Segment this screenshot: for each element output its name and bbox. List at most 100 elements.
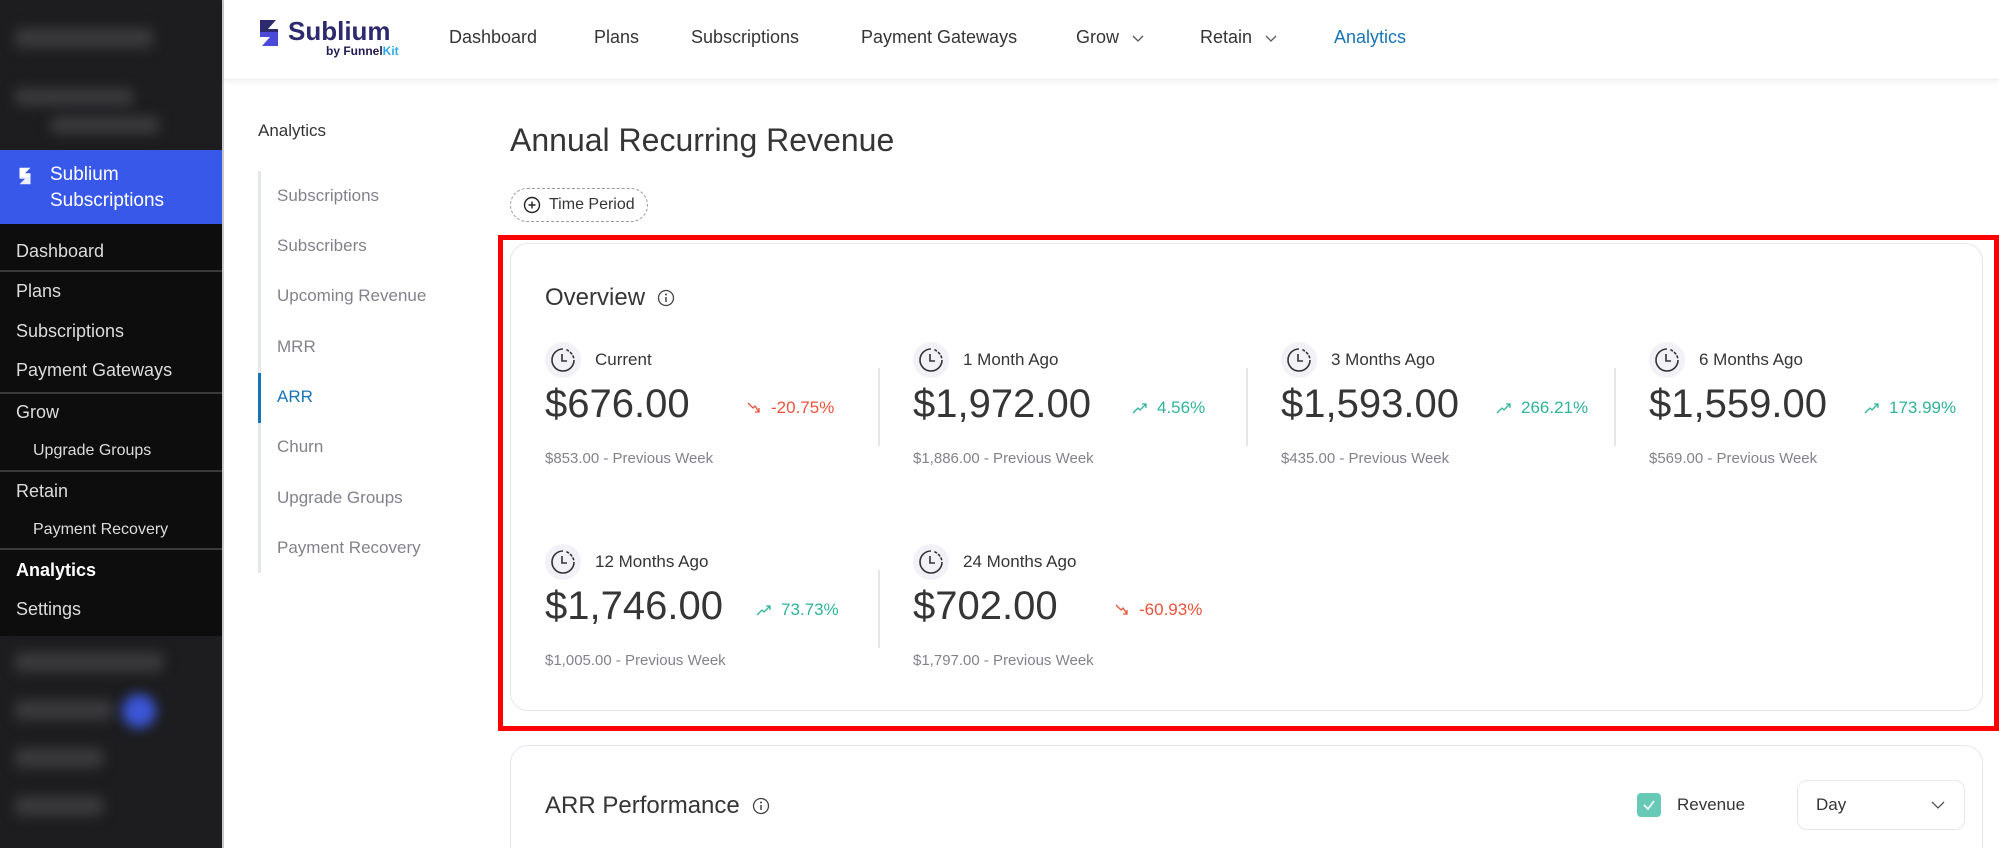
- wp-menu-payment-gateways[interactable]: Payment Gateways: [16, 360, 173, 380]
- overview-card: Overview Current $676.00 -20.75% $853.00…: [510, 243, 1983, 711]
- metric-6-months-ago: 6 Months Ago $1,559.00 173.99% $569.00 -…: [1649, 342, 1989, 482]
- clock-icon: [919, 348, 943, 372]
- divider: [1246, 368, 1248, 446]
- analytics-nav-churn[interactable]: Churn: [277, 437, 324, 456]
- nav-grow[interactable]: Grow: [1076, 27, 1145, 48]
- analytics-nav-subscribers[interactable]: Subscribers: [277, 236, 367, 255]
- analytics-nav-upcoming-revenue[interactable]: Upcoming Revenue: [277, 286, 427, 305]
- blurred-menu-item: [14, 748, 104, 768]
- metric-1-month-ago: 1 Month Ago $1,972.00 4.56% $1,886.00 - …: [913, 342, 1253, 482]
- metric-change-value: -60.93%: [1139, 600, 1203, 619]
- interval-select[interactable]: Day: [1797, 780, 1965, 830]
- metric-value: $676.00: [545, 382, 690, 426]
- top-navigation: Sublium by FunnelKit Dashboard Plans Sub…: [224, 0, 1999, 80]
- analytics-nav-payment-recovery[interactable]: Payment Recovery: [277, 538, 421, 557]
- wp-menu-payment-recovery[interactable]: Payment Recovery: [33, 521, 169, 538]
- metric-value: $1,559.00: [1649, 382, 1827, 426]
- metric-change-value: -20.75%: [771, 398, 835, 417]
- divider: [878, 570, 880, 648]
- sidebar-plugin-header[interactable]: Sublium Subscriptions: [0, 150, 222, 224]
- metric-change: 4.56%: [1131, 398, 1205, 418]
- metric-change-value: 173.99%: [1889, 398, 1957, 417]
- check-icon: [1643, 800, 1655, 811]
- divider: [1614, 368, 1616, 446]
- nav-subscriptions[interactable]: Subscriptions: [691, 27, 799, 48]
- metric-previous: $853.00 - Previous Week: [545, 450, 714, 467]
- analytics-nav-active-indicator: [258, 373, 261, 423]
- arr-performance-title: ARR Performance: [545, 792, 770, 820]
- nav-label: Plans: [594, 27, 640, 47]
- metric-change-value: 266.21%: [1521, 398, 1589, 417]
- wp-menu-plans[interactable]: Plans: [16, 281, 62, 301]
- wp-menu-settings[interactable]: Settings: [16, 599, 82, 619]
- metric-head: 3 Months Ago: [1281, 342, 1435, 378]
- brand-kit-text: Kit: [382, 44, 399, 58]
- brand-name: Sublium: [288, 16, 391, 46]
- clock-icon: [1287, 348, 1311, 372]
- metric-previous: $1,886.00 - Previous Week: [913, 450, 1094, 467]
- nav-retain[interactable]: Retain: [1200, 27, 1278, 48]
- analytics-nav-upgrade-groups[interactable]: Upgrade Groups: [277, 488, 403, 507]
- highlight-box-right-edge: [1994, 235, 1999, 731]
- metric-change-value: 73.73%: [781, 600, 839, 619]
- metric-change: 173.99%: [1863, 398, 1956, 418]
- chevron-down-icon: [1132, 35, 1144, 42]
- trend-up-icon: [1864, 403, 1879, 414]
- clock-icon: [1655, 348, 1679, 372]
- blurred-menu-item: [50, 116, 160, 134]
- analytics-nav-rail: [258, 171, 261, 573]
- clock-icon-wrap: [1281, 342, 1317, 378]
- time-period-button[interactable]: Time Period: [510, 188, 648, 222]
- nav-analytics[interactable]: Analytics: [1334, 27, 1406, 48]
- plus-circle-icon: [523, 196, 541, 214]
- wp-menu-analytics[interactable]: Analytics: [16, 560, 97, 580]
- metric-change: -60.93%: [1113, 600, 1202, 620]
- trend-up-icon: [756, 605, 771, 616]
- analytics-nav-mrr[interactable]: MRR: [277, 337, 316, 356]
- metric-label: 12 Months Ago: [595, 552, 709, 571]
- metric-label: 3 Months Ago: [1331, 350, 1435, 369]
- wp-menu-retain[interactable]: Retain: [16, 481, 69, 501]
- metric-previous: $435.00 - Previous Week: [1281, 450, 1450, 467]
- wp-admin-sidebar: Sublium Subscriptions Dashboard Plans Su…: [0, 0, 224, 848]
- metric-previous: $1,797.00 - Previous Week: [913, 652, 1094, 669]
- chevron-down-icon: [1265, 35, 1277, 42]
- info-icon[interactable]: [657, 289, 675, 307]
- divider: [0, 548, 222, 550]
- metric-value: $702.00: [913, 584, 1058, 628]
- trend-up-icon: [1496, 403, 1511, 414]
- revenue-toggle[interactable]: Revenue: [1637, 793, 1745, 817]
- brand-logo[interactable]: Sublium by FunnelKit: [256, 16, 399, 58]
- clock-icon: [551, 550, 575, 574]
- blurred-menu-item: [14, 88, 134, 106]
- blurred-badge: [122, 694, 156, 728]
- sublium-logo-icon: [19, 167, 31, 185]
- metric-value: $1,972.00: [913, 382, 1091, 426]
- metric-value: $1,746.00: [545, 584, 723, 628]
- nav-payment-gateways[interactable]: Payment Gateways: [861, 27, 1017, 48]
- wp-menu-upgrade-groups[interactable]: Upgrade Groups: [33, 442, 152, 459]
- metric-head: Current: [545, 342, 652, 378]
- analytics-nav-arr[interactable]: ARR: [277, 387, 313, 406]
- trend-up-icon: [1132, 403, 1147, 414]
- metric-head: 12 Months Ago: [545, 544, 708, 580]
- nav-plans[interactable]: Plans: [594, 27, 639, 48]
- wp-menu-subscriptions[interactable]: Subscriptions: [16, 321, 125, 341]
- wp-menu-dashboard[interactable]: Dashboard: [16, 241, 105, 261]
- overview-title: Overview: [545, 284, 675, 312]
- metric-head: 1 Month Ago: [913, 342, 1058, 378]
- wp-menu-grow[interactable]: Grow: [16, 402, 60, 422]
- divider: [0, 270, 222, 272]
- interval-selected-value: Day: [1816, 795, 1847, 814]
- metric-label: 1 Month Ago: [963, 350, 1059, 369]
- revenue-checkbox[interactable]: [1637, 793, 1661, 817]
- brand-by-text: by Funnel: [326, 44, 383, 58]
- metric-24-months-ago: 24 Months Ago $702.00 -60.93% $1,797.00 …: [913, 544, 1253, 684]
- metric-3-months-ago: 3 Months Ago $1,593.00 266.21% $435.00 -…: [1281, 342, 1621, 482]
- sublium-logo-icon: [260, 20, 278, 46]
- nav-dashboard[interactable]: Dashboard: [449, 27, 537, 48]
- highlight-box: [498, 235, 1999, 731]
- clock-icon: [919, 550, 943, 574]
- info-icon[interactable]: [752, 797, 770, 815]
- analytics-nav-subscriptions[interactable]: Subscriptions: [277, 186, 380, 205]
